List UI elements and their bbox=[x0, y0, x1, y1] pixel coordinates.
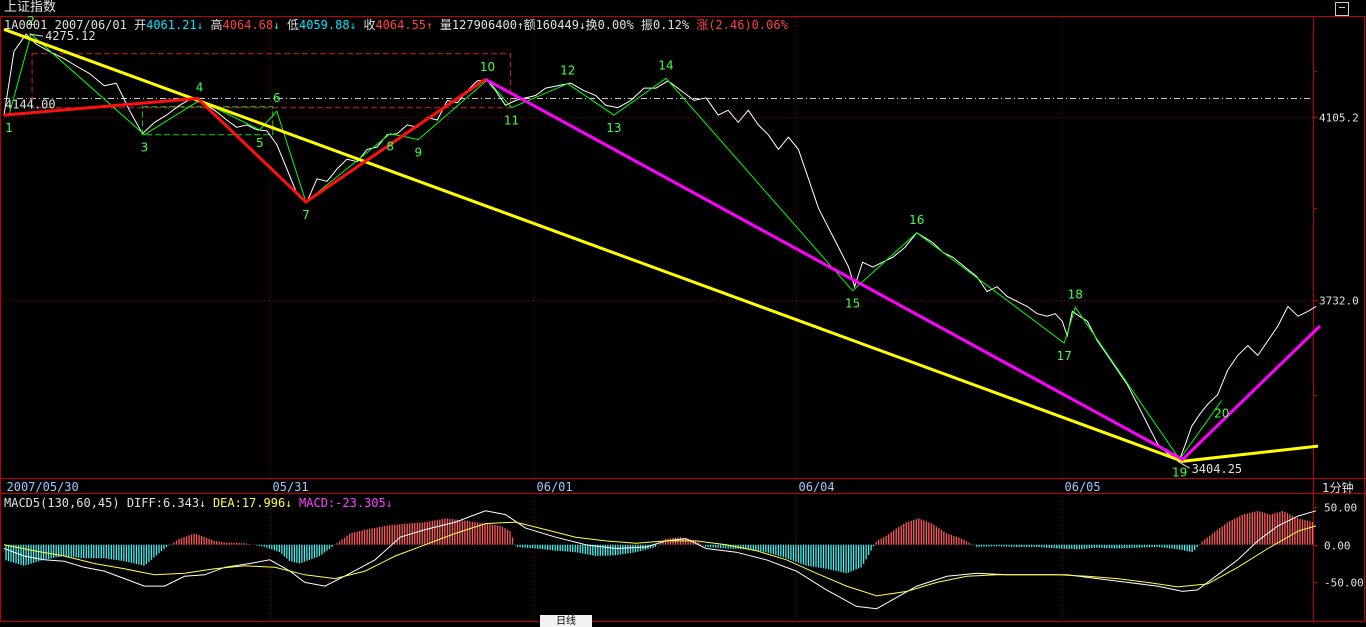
macd-name: MACD5(130,60,45) bbox=[4, 496, 120, 510]
wave-label: 18 bbox=[1068, 287, 1083, 301]
low-label: 低 bbox=[286, 18, 299, 32]
wave-label: 17 bbox=[1057, 349, 1072, 363]
diff-line bbox=[3, 510, 1317, 610]
period-label: 1分钟 bbox=[1322, 480, 1354, 495]
wave-label: 4 bbox=[196, 80, 204, 94]
wave-label: 20 bbox=[1214, 407, 1229, 421]
date-axis-label: 06/01 bbox=[537, 480, 573, 494]
annotation-label: 3404.25 bbox=[1192, 462, 1243, 476]
macd-dea: DEA:17.996 bbox=[212, 496, 286, 510]
change-label: 涨 bbox=[696, 18, 709, 32]
yellow-trendline bbox=[3, 27, 1319, 463]
annotation-label: 4275.12 bbox=[45, 29, 96, 43]
diff-arrow-icon: ↓ bbox=[199, 497, 206, 510]
open-arrow-icon: ↓ bbox=[196, 19, 204, 32]
change-value: (2.46)0.06% bbox=[708, 18, 788, 32]
wave-label: 19 bbox=[1172, 465, 1187, 479]
quote-bar: 1A0001 2007/06/01 开4061.21↓ 高4064.68↓ 低4… bbox=[4, 18, 788, 33]
volume-arrow-icon: ↑ bbox=[516, 19, 524, 32]
wave-label: 6 bbox=[273, 91, 281, 105]
dea-arrow-icon: ↓ bbox=[285, 497, 292, 510]
turnover-label: 换 bbox=[585, 18, 598, 32]
wave-label: 10 bbox=[480, 60, 495, 74]
wave-label: 3 bbox=[141, 141, 149, 155]
low-value: 4059.88 bbox=[299, 18, 350, 32]
red-zigzag-line bbox=[3, 78, 487, 204]
open-value: 4061.21 bbox=[146, 18, 197, 32]
amount-label: 额 bbox=[523, 18, 536, 32]
wave-label: 1 bbox=[5, 121, 13, 135]
wave-label: 5 bbox=[256, 136, 264, 150]
macd-arrow-icon: ↓ bbox=[385, 497, 393, 510]
annotation-leader bbox=[29, 33, 44, 37]
macd-axis-label: -50.00 bbox=[1324, 577, 1364, 590]
macd-diff: DIFF:6.343 bbox=[126, 496, 200, 510]
resistance-box bbox=[31, 53, 512, 109]
amplitude-value: 0.12% bbox=[652, 18, 690, 32]
close-arrow-icon: ↑ bbox=[426, 19, 433, 32]
wave-label: 9 bbox=[414, 146, 422, 160]
annotation-leader bbox=[1177, 460, 1190, 469]
dea-line bbox=[3, 521, 1317, 597]
wave-label: 12 bbox=[560, 64, 575, 78]
close-value: 4064.55 bbox=[375, 18, 427, 32]
high-arrow-icon: ↓ bbox=[273, 19, 280, 32]
minimize-button[interactable] bbox=[1335, 2, 1349, 16]
low-arrow-icon: ↓ bbox=[349, 19, 357, 32]
annotation-label: 4144.00 bbox=[5, 97, 56, 111]
volume-value: 127906400 bbox=[451, 18, 517, 32]
turnover-value: 0.00% bbox=[597, 18, 634, 32]
wave-label: 2 bbox=[27, 14, 35, 28]
amplitude-label: 振 bbox=[640, 18, 653, 32]
index-title: 上证指数 bbox=[4, 0, 57, 15]
outer-frame bbox=[0, 16, 1365, 622]
open-label: 开 bbox=[134, 18, 147, 32]
macd-axis-label: 0.00 bbox=[1324, 540, 1351, 553]
price-axis-label: 3732.0 bbox=[1319, 295, 1359, 308]
high-label: 高 bbox=[210, 18, 223, 32]
quote-date: 2007/06/01 bbox=[54, 18, 127, 32]
wave-label: 15 bbox=[845, 297, 860, 311]
wave-label: 7 bbox=[302, 208, 310, 222]
stock-code: 1A0001 bbox=[4, 18, 48, 32]
magenta-trendline bbox=[484, 77, 1322, 462]
date-axis-label: 06/04 bbox=[799, 480, 835, 494]
amount-arrow-icon: ↓ bbox=[578, 19, 586, 32]
volume-label: 量 bbox=[439, 18, 452, 32]
macd-axis-label: 50.00 bbox=[1324, 502, 1357, 515]
macd-value: MACD:-23.305 bbox=[299, 496, 386, 510]
high-value: 4064.68 bbox=[222, 18, 274, 32]
wave-label: 8 bbox=[386, 140, 394, 154]
bottom-tab[interactable]: 日线 bbox=[540, 615, 592, 627]
close-label: 收 bbox=[363, 18, 376, 32]
date-axis-label: 05/31 bbox=[273, 480, 309, 494]
wave-label: 16 bbox=[909, 213, 924, 227]
wave-label: 11 bbox=[504, 114, 519, 128]
amount-value: 160449 bbox=[535, 18, 579, 32]
date-axis-label: 2007/05/30 bbox=[7, 480, 79, 494]
wave-label: 14 bbox=[658, 58, 673, 72]
price-line bbox=[3, 33, 1317, 461]
wave-label: 13 bbox=[606, 121, 621, 135]
price-axis-label: 4105.2 bbox=[1319, 112, 1359, 125]
date-axis-label: 06/05 bbox=[1065, 480, 1101, 494]
macd-legend: MACD5(130,60,45) DIFF:6.343↓ DEA:17.996↓… bbox=[4, 496, 392, 511]
